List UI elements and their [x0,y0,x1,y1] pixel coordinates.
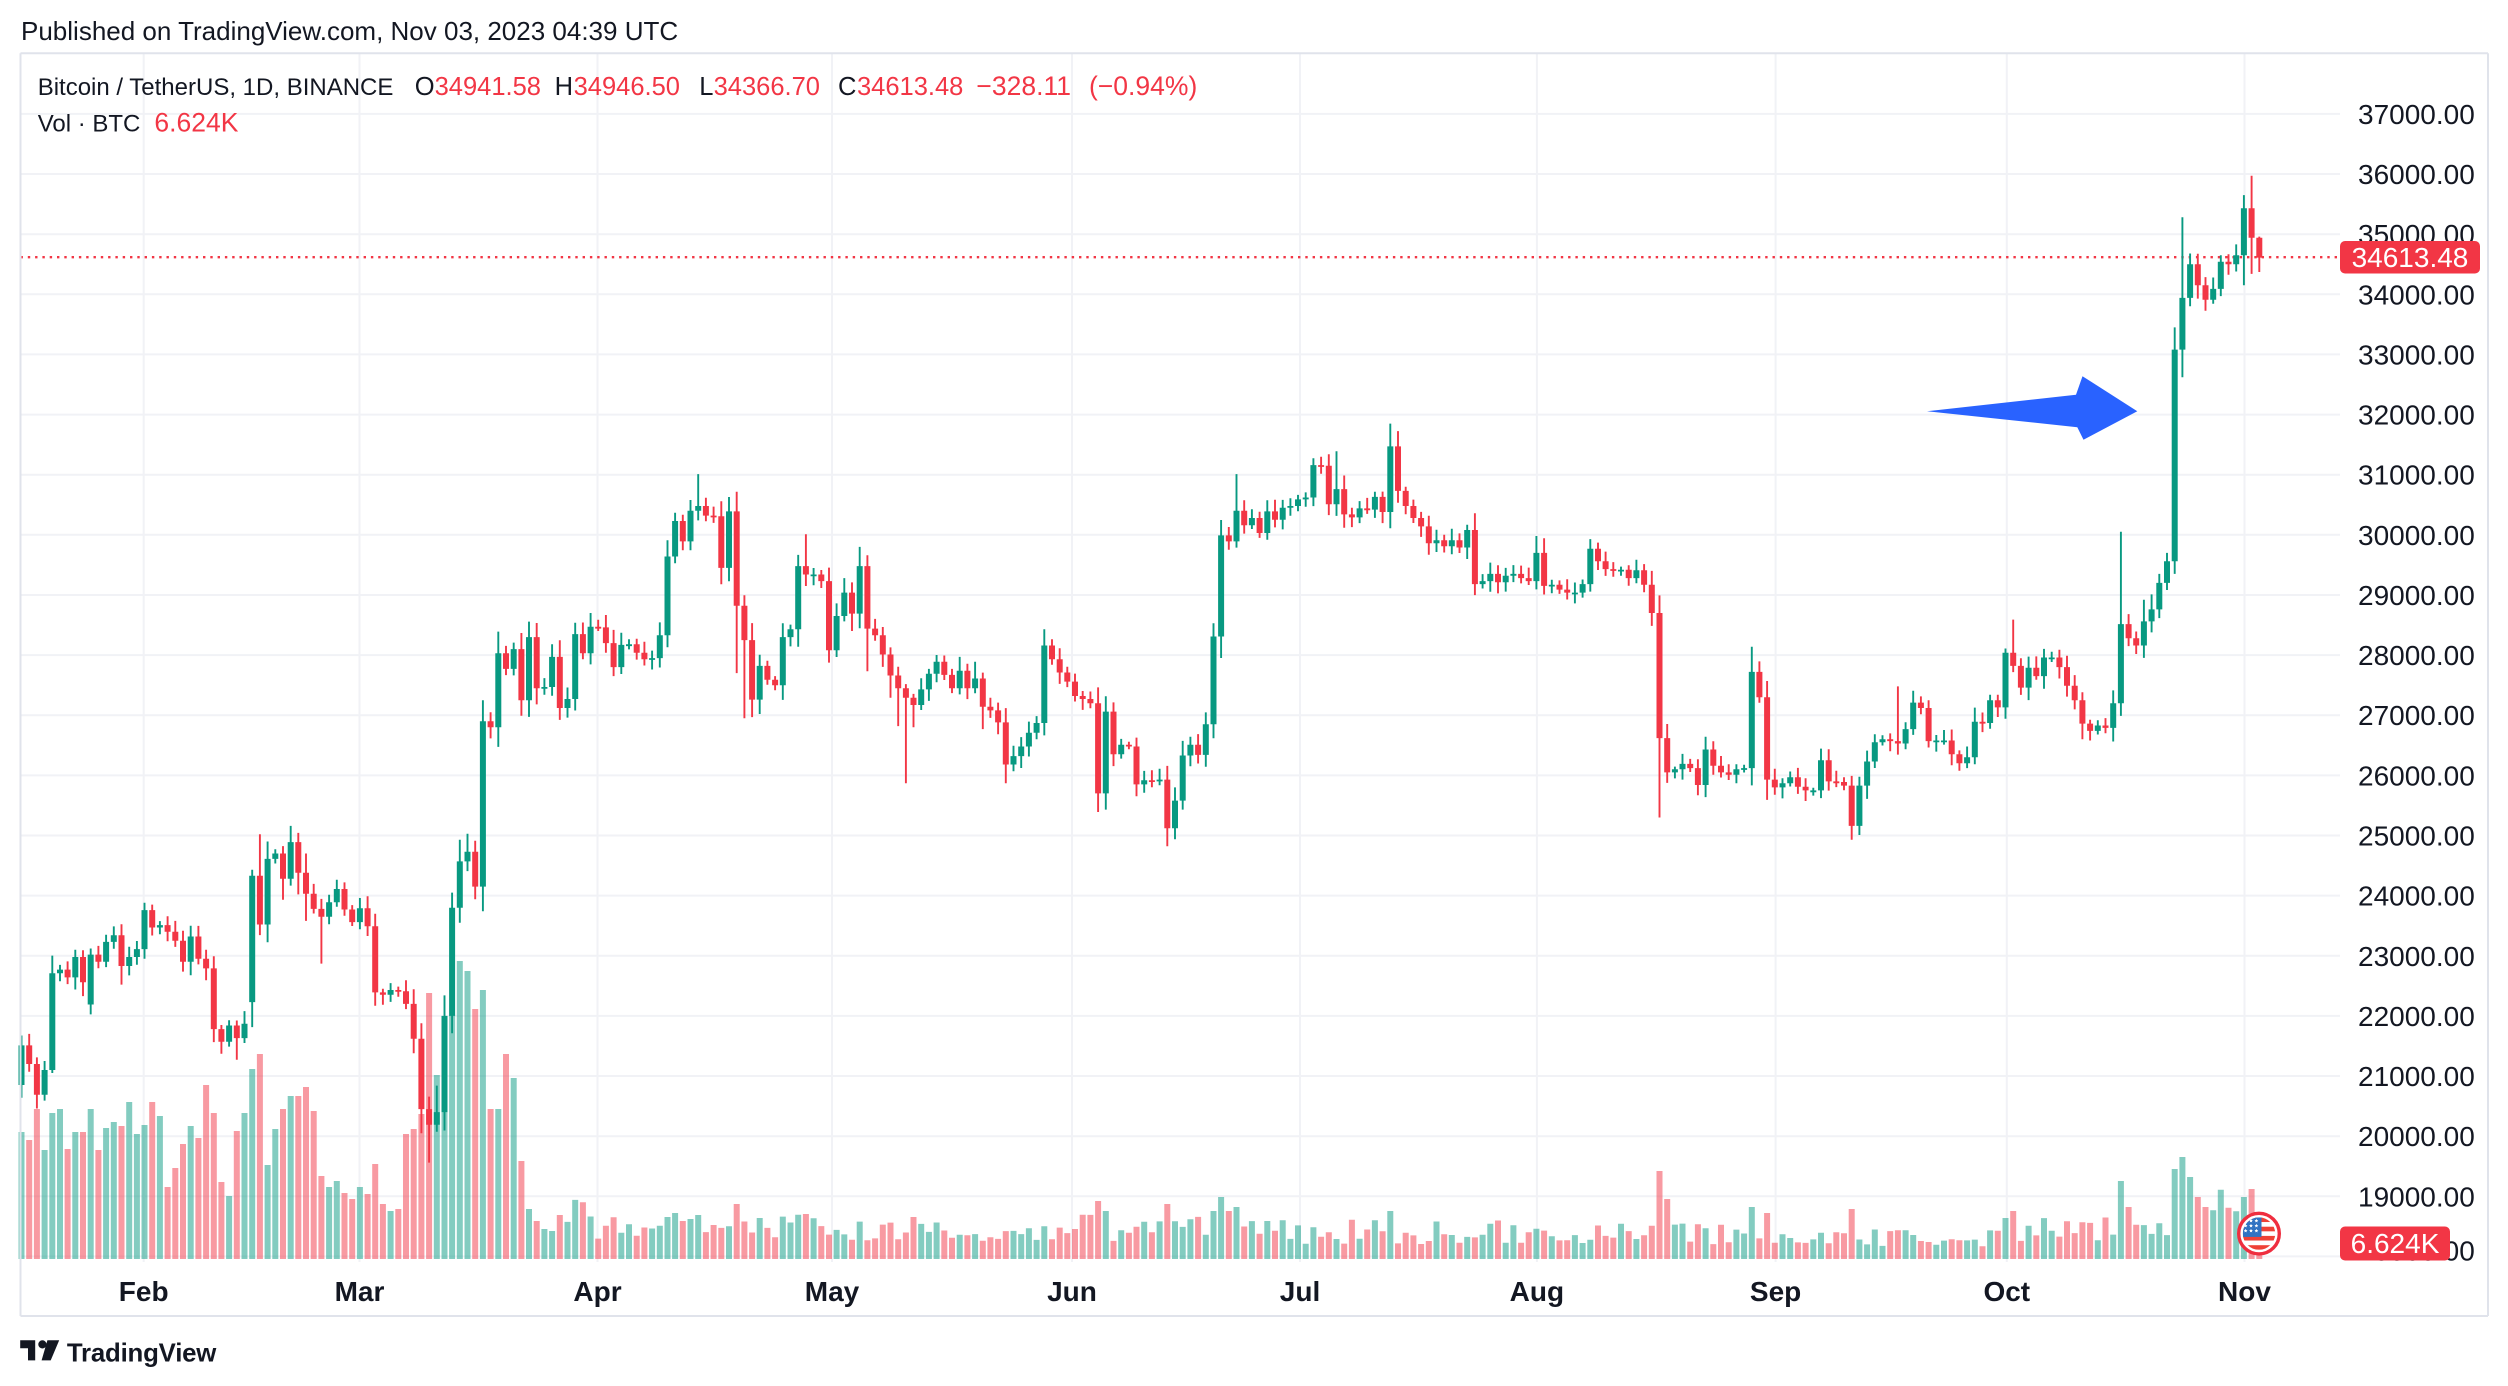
svg-text:Feb: Feb [119,1276,169,1307]
svg-text:31000.00: 31000.00 [2358,460,2475,491]
svg-text:32000.00: 32000.00 [2358,400,2475,431]
svg-text:C: C [838,73,856,101]
svg-text:Published on TradingView.com,: Published on TradingView.com, Nov 03, 20… [21,16,678,46]
svg-text:H: H [555,73,573,101]
svg-text:34613.48: 34613.48 [857,73,963,101]
svg-text:24000.00: 24000.00 [2358,881,2475,912]
svg-text:34366.70: 34366.70 [714,73,820,101]
svg-text:21000.00: 21000.00 [2358,1061,2475,1092]
svg-text:34000.00: 34000.00 [2358,279,2475,310]
svg-text:29000.00: 29000.00 [2358,580,2475,611]
svg-text:O: O [415,73,435,101]
svg-text:34946.50: 34946.50 [574,73,680,101]
svg-text:Sep: Sep [1750,1276,1801,1307]
svg-text:22000.00: 22000.00 [2358,1001,2475,1032]
svg-text:37000.00: 37000.00 [2358,99,2475,130]
svg-text:−328.11: −328.11 [976,71,1071,101]
svg-text:6.624K: 6.624K [2351,1228,2440,1259]
svg-text:25000.00: 25000.00 [2358,821,2475,852]
svg-text:TradingView: TradingView [67,1339,217,1367]
svg-text:20000.00: 20000.00 [2358,1121,2475,1152]
svg-text:Aug: Aug [1510,1276,1564,1307]
svg-text:23000.00: 23000.00 [2358,941,2475,972]
svg-text:36000.00: 36000.00 [2358,159,2475,190]
svg-text:Nov: Nov [2218,1276,2271,1307]
svg-text:May: May [805,1276,860,1307]
svg-text:Oct: Oct [1983,1276,2030,1307]
svg-text:33000.00: 33000.00 [2358,339,2475,370]
svg-text:Apr: Apr [573,1276,621,1307]
svg-text:Vol · BTC: Vol · BTC [38,111,141,138]
svg-text:34941.58: 34941.58 [435,73,541,101]
svg-text:34613.48: 34613.48 [2352,242,2469,273]
svg-text:Mar: Mar [335,1276,385,1307]
svg-text:L: L [699,73,713,101]
svg-text:Jun: Jun [1047,1276,1097,1307]
svg-text:30000.00: 30000.00 [2358,520,2475,551]
svg-text:(−0.94%): (−0.94%) [1089,71,1197,101]
svg-text:6.624K: 6.624K [154,108,238,138]
svg-text:Bitcoin / TetherUS, 1D, BINANC: Bitcoin / TetherUS, 1D, BINANCE [38,74,394,101]
svg-text:19000.00: 19000.00 [2358,1181,2475,1212]
svg-text:26000.00: 26000.00 [2358,760,2475,791]
svg-text:28000.00: 28000.00 [2358,640,2475,671]
svg-text:27000.00: 27000.00 [2358,700,2475,731]
svg-text:Jul: Jul [1280,1276,1320,1307]
